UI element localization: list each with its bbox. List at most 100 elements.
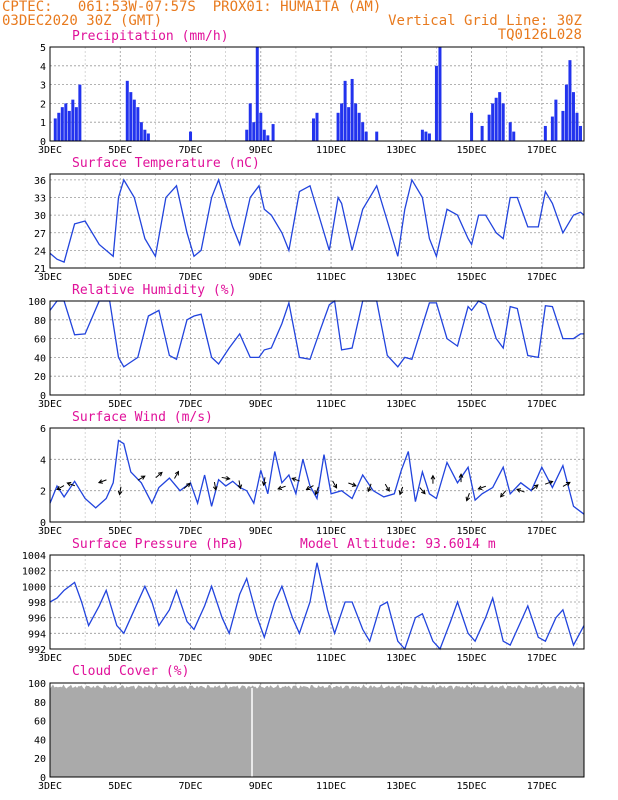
panel-frame	[49, 682, 585, 778]
x-tick-label: 11DEC	[316, 781, 346, 792]
y-tick-label: 2	[40, 99, 46, 110]
x-tick-label: 11DEC	[316, 653, 346, 664]
precip-bar	[311, 118, 315, 141]
y-tick-label: 998	[28, 598, 46, 609]
x-tick-label: 3DEC	[38, 272, 62, 283]
x-tick-label: 3DEC	[38, 781, 62, 792]
precip-bar	[364, 131, 368, 141]
x-tick-label: 11DEC	[316, 526, 346, 537]
precip-bar	[347, 107, 351, 141]
wind-arrow	[261, 477, 267, 487]
wind-arrow	[212, 481, 218, 491]
x-tick-label: 9DEC	[249, 526, 273, 537]
wind-arrow	[458, 473, 464, 483]
y-tick-label: 0	[40, 137, 46, 148]
precip-bar	[255, 47, 259, 141]
wind-arrow	[66, 481, 76, 487]
panel-humidity: 3DEC 5DEC 7DEC 9DEC 11DEC 13DEC 15DEC 17DEC 0 20 4…	[28, 297, 585, 410]
x-tick-label: 17DEC	[527, 145, 557, 156]
panel-cloud-cover: 3DEC 5DEC 7DEC 9DEC 11DEC 13DEC 15DEC 17DEC 0 20 4…	[28, 679, 585, 792]
y-tick-label: 6	[40, 424, 46, 435]
y-tick-label: 33	[34, 194, 46, 205]
panel-title-precipitation: Precipitation (mm/h)	[72, 29, 229, 44]
y-tick-label: 994	[28, 629, 46, 640]
precip-bar	[491, 103, 495, 141]
y-tick-label: 2	[40, 487, 46, 498]
y-tick-label: 4	[40, 62, 46, 73]
y-tick-label: 100	[28, 297, 46, 308]
x-tick-label: 11DEC	[316, 272, 346, 283]
header-station: CPTEC: 061:53W-07:57S PROX01: HUMAITA (A…	[2, 0, 382, 15]
precip-bar	[78, 84, 82, 141]
precip-bar	[427, 133, 431, 141]
x-tick-label: 13DEC	[386, 781, 416, 792]
precip-bar	[139, 122, 143, 141]
x-tick-label: 7DEC	[178, 526, 202, 537]
y-tick-label: 36	[34, 176, 46, 187]
x-tick-label: 5DEC	[108, 653, 132, 664]
wind-arrow	[117, 486, 123, 496]
precip-bar	[64, 103, 68, 141]
precip-bar	[470, 112, 474, 141]
wind-arrow	[465, 493, 471, 502]
x-tick-label: 13DEC	[386, 399, 416, 410]
precip-bar	[132, 99, 136, 141]
precip-bar	[375, 131, 379, 141]
cloud-cover-area	[50, 684, 584, 777]
precip-bar	[575, 112, 579, 141]
precip-bar	[266, 135, 270, 141]
wind-arrow	[174, 470, 179, 479]
precip-bar	[189, 131, 193, 141]
x-tick-label: 11DEC	[316, 145, 346, 156]
precip-bar	[57, 112, 61, 141]
x-tick-label: 13DEC	[386, 272, 416, 283]
x-tick-label: 9DEC	[249, 781, 273, 792]
precip-bar	[543, 125, 547, 141]
precip-bar	[146, 133, 150, 141]
precip-bar	[129, 92, 133, 141]
y-tick-label: 30	[34, 211, 46, 222]
wind-arrow	[562, 481, 571, 487]
y-tick-label: 0	[40, 773, 46, 784]
y-tick-label: 1004	[22, 551, 46, 562]
x-tick-label: 7DEC	[178, 653, 202, 664]
x-tick-label: 5DEC	[108, 145, 132, 156]
panel-frame	[49, 46, 585, 142]
x-tick-label: 7DEC	[178, 272, 202, 283]
x-tick-label: 13DEC	[386, 526, 416, 537]
precip-bar	[487, 114, 491, 141]
panel-title-humidity: Relative Humidity (%)	[72, 283, 237, 298]
precip-bar	[564, 84, 568, 141]
panel-title-temperature: Surface Temperature (nC)	[72, 156, 260, 171]
precip-bar	[561, 110, 565, 141]
x-tick-label: 9DEC	[249, 145, 273, 156]
wind-arrow	[516, 488, 525, 493]
panel-frame	[49, 173, 585, 269]
x-tick-label: 13DEC	[386, 653, 416, 664]
y-tick-label: 20	[34, 754, 46, 765]
y-tick-label: 40	[34, 353, 46, 364]
panel-pressure: 3DEC 5DEC 7DEC 9DEC 11DEC 13DEC 15DEC 17DEC 992 9…	[22, 551, 585, 664]
x-tick-label: 15DEC	[457, 272, 487, 283]
precip-bar	[262, 129, 266, 141]
y-tick-label: 992	[28, 645, 46, 656]
precip-bar	[354, 103, 358, 141]
y-tick-label: 1	[40, 118, 46, 129]
precip-bar	[571, 92, 575, 141]
precip-bar	[336, 112, 340, 141]
precip-bar	[424, 131, 428, 141]
precip-bar	[71, 99, 75, 141]
series-line	[49, 439, 585, 515]
x-tick-label: 9DEC	[249, 272, 273, 283]
y-tick-label: 40	[34, 735, 46, 746]
y-tick-label: 1000	[22, 582, 46, 593]
precip-bar	[420, 129, 424, 141]
x-tick-label: 15DEC	[457, 145, 487, 156]
x-tick-label: 17DEC	[527, 399, 557, 410]
x-tick-label: 3DEC	[38, 526, 62, 537]
wind-arrow	[477, 485, 487, 490]
y-tick-label: 21	[34, 264, 46, 275]
y-tick-label: 0	[40, 391, 46, 402]
panel-frame	[49, 300, 585, 396]
